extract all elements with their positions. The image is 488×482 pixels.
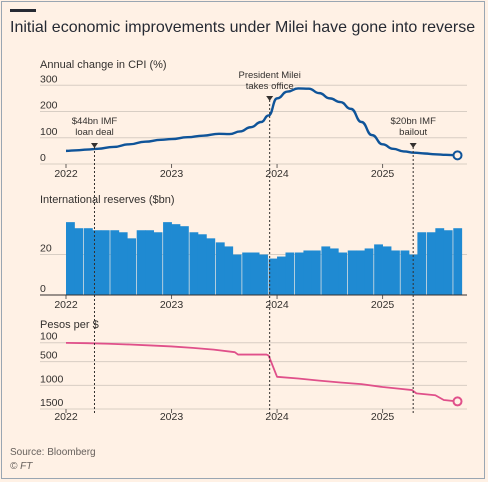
panel-reserves: International reserves ($bn) 0 20 2022 2023… [40, 194, 467, 311]
y-tick-label: 300 [40, 73, 58, 85]
chart-title: Initial economic improvements under Mile… [10, 19, 475, 36]
reserves-bar [250, 252, 260, 295]
title-rule [10, 9, 36, 12]
reserves-bar [189, 232, 199, 295]
reserves-bar [285, 252, 295, 295]
y-tick-label: 0 [40, 152, 46, 164]
event-label: $20bn IMF [390, 116, 436, 127]
reserves-bar [435, 228, 445, 295]
pesos-latest-point [452, 396, 463, 407]
reserves-bar [83, 228, 93, 295]
reserves-bar [417, 232, 427, 295]
reserves-bar [232, 254, 242, 295]
x-tick-label: 2023 [160, 411, 184, 423]
reserves-bar [163, 222, 172, 295]
reserves-bar [242, 252, 252, 295]
event-arrow [266, 96, 274, 101]
reserves-bar [206, 238, 216, 295]
reserves-bar [197, 234, 207, 295]
panel-cpi: Annual change in CPI (%) 0 100 200 300 2022 2… [40, 59, 467, 180]
reserves-bar [277, 256, 286, 295]
y-tick-label: 500 [40, 350, 58, 362]
reserves-bar [453, 228, 463, 295]
event-label: takes office [246, 81, 294, 92]
reserves-bar [171, 224, 181, 295]
panel-pesos: Pesos per $ 100 500 1000 1500 2022 2023 2024 20… [40, 319, 467, 423]
source-note: Source: Bloomberg [10, 447, 96, 458]
reserves-bar [329, 248, 339, 295]
event-label: bailout [399, 127, 427, 138]
reserves-bar [215, 242, 225, 295]
x-tick-label: 2024 [265, 411, 289, 423]
event-arrow [409, 143, 417, 148]
x-tick-label: 2023 [160, 299, 184, 311]
x-tick-label: 2023 [160, 168, 184, 180]
event-label: loan deal [75, 127, 114, 138]
y-tick-label: 1500 [40, 397, 64, 409]
reserves-bar [364, 248, 374, 295]
event-label: President Milei [239, 70, 301, 81]
reserves-bar [179, 226, 189, 295]
reserves-bar [136, 230, 146, 295]
panel-pesos-title: Pesos per $ [40, 319, 99, 331]
reserves-bar [347, 250, 357, 295]
x-tick-label: 2024 [265, 299, 289, 311]
event-arrow [90, 143, 98, 148]
reserves-bar [268, 258, 278, 295]
x-tick-label: 2025 [371, 168, 395, 180]
reserves-bar [294, 252, 304, 295]
y-tick-label: 1000 [40, 373, 64, 385]
y-tick-label: 20 [40, 243, 52, 255]
reserves-bar [224, 246, 234, 295]
cpi-line [65, 87, 458, 157]
reserves-bar [259, 254, 268, 295]
pesos-line [65, 341, 458, 403]
x-tick-label: 2022 [54, 411, 78, 423]
x-tick-label: 2022 [54, 168, 78, 180]
reserves-bar [92, 230, 102, 295]
reserves-bar [118, 232, 128, 295]
credit-note: © FT [10, 461, 33, 472]
reserves-bar [443, 230, 453, 295]
y-tick-label: 0 [40, 283, 46, 295]
x-tick-label: 2025 [371, 411, 395, 423]
reserves-bar [110, 230, 120, 295]
x-tick-label: 2024 [265, 168, 289, 180]
reserves-bar [382, 246, 392, 295]
x-tick-label: 2025 [371, 299, 395, 311]
y-tick-label: 100 [40, 331, 58, 343]
reserves-bar [400, 250, 410, 295]
event-label: $44bn IMF [72, 116, 118, 127]
reserves-bar [303, 250, 313, 295]
cpi-latest-point [452, 150, 463, 161]
reserves-bar [145, 230, 154, 295]
reserves-bar [321, 246, 331, 295]
reserves-bar [153, 232, 163, 295]
panel-reserves-title: International reserves ($bn) [40, 194, 175, 206]
reserves-bar [374, 244, 383, 295]
reserves-bar [100, 230, 110, 295]
panel-cpi-title: Annual change in CPI (%) [40, 59, 167, 71]
reserves-bar [311, 250, 321, 295]
reserves-bar [408, 254, 418, 295]
reserves-bar [391, 250, 400, 295]
y-tick-label: 200 [40, 100, 58, 112]
x-tick-label: 2022 [54, 299, 78, 311]
reserves-bar [74, 228, 84, 295]
reserves-bar [356, 250, 366, 295]
reserves-bar [426, 232, 436, 295]
reserves-bar [127, 238, 137, 295]
reserves-bar [66, 222, 75, 295]
reserves-bar [338, 252, 348, 295]
y-tick-label: 100 [40, 126, 58, 138]
